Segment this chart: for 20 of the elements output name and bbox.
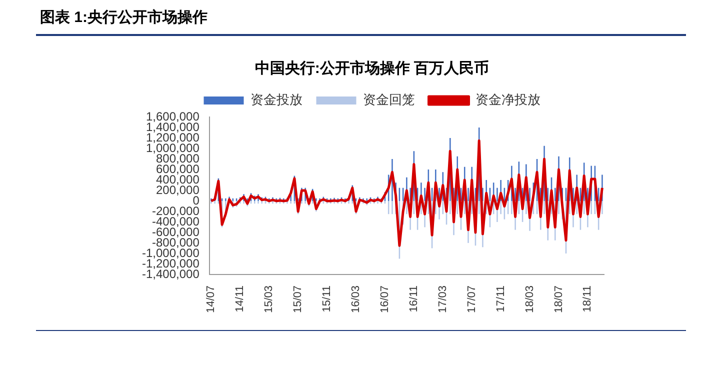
x-tick-label: 17/03: [436, 285, 449, 314]
legend-label: 资金净投放: [475, 92, 540, 108]
chart-title: 图表 1:央行公开市场操作: [40, 8, 208, 27]
x-tick-label: 17/11: [494, 285, 507, 312]
x-tick-label: 15/07: [292, 285, 304, 314]
x-tick-label: 14/07: [205, 285, 218, 314]
x-tick-label: 15/03: [263, 285, 276, 314]
legend-label: 资金投放: [250, 92, 302, 108]
x-tick-label: 14/11: [234, 285, 246, 312]
x-tick-label: 17/07: [466, 285, 478, 314]
x-tick-label: 16/03: [350, 285, 362, 314]
chart-subtitle: 中国央行:公开市场操作 百万人民币: [254, 59, 490, 78]
x-tick-label: 18/07: [552, 285, 565, 314]
y-tick-label: 1,600,000: [146, 109, 200, 124]
legend-label: 资金回笼: [362, 92, 415, 108]
x-tick-label: 18/03: [524, 285, 536, 314]
x-tick-label: 15/11: [321, 285, 334, 312]
x-tick-label: 16/07: [379, 285, 391, 314]
x-tick-label: 18/11: [582, 285, 594, 312]
x-tick-label: 16/11: [408, 285, 420, 312]
